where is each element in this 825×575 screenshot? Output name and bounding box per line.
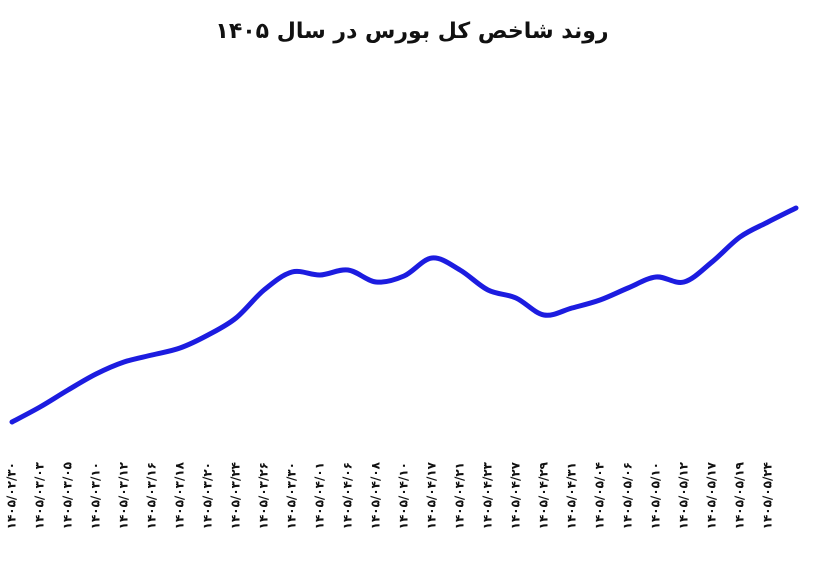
- x-tick-label: ۱۴۰۵/۰۵/۰۴: [593, 462, 607, 529]
- x-tick-label: ۱۴۰۵/۰۳/۱۶: [145, 462, 159, 529]
- x-tick-label: ۱۴۰۵/۰۵/۱۲: [677, 461, 691, 529]
- x-tick-label: ۱۴۰۵/۰۴/۲۹: [537, 461, 551, 529]
- x-tick-label: ۱۴۰۵/۰۳/۰۳: [33, 461, 47, 529]
- line: [9, 205, 799, 425]
- x-tick-label: ۱۴۰۵/۰۴/۲۷: [509, 461, 523, 529]
- x-tick-label: ۱۴۰۵/۰۳/۱۰: [89, 462, 103, 529]
- x-tick-label: ۱۴۰۵/۰۳/۳۰: [285, 462, 299, 529]
- x-tick-label: ۱۴۰۵/۰۵/۲۴: [761, 462, 775, 529]
- x-tick-label: ۱۴۰۵/۰۴/۱۷: [425, 461, 439, 529]
- x-tick-label: ۱۴۰۵/۰۴/۱۰: [397, 462, 411, 529]
- x-tick-label: ۱۴۰۵/۰۲/۳۰: [5, 462, 19, 529]
- x-tick-label: ۱۴۰۵/۰۴/۲۳: [481, 461, 495, 529]
- x-tick-label: ۱۴۰۵/۰۵/۱۷: [705, 461, 719, 529]
- x-tick-label: ۱۴۰۵/۰۳/۱۸: [173, 461, 187, 529]
- x-tick-label: ۱۴۰۵/۰۴/۳۱: [565, 462, 579, 529]
- x-tick-label: ۱۴۰۵/۰۳/۱۲: [117, 461, 131, 529]
- x-tick-label: ۱۴۰۵/۰۳/۰۵: [61, 462, 75, 529]
- x-tick-label: ۱۴۰۵/۰۵/۰۶: [621, 462, 635, 529]
- x-tick-label: ۱۴۰۵/۰۵/۱۰: [649, 462, 663, 529]
- x-tick-label: ۱۴۰۵/۰۴/۰۱: [313, 462, 327, 529]
- chart-title: روند شاخص کل بورس در سال ۱۴۰۵: [215, 19, 608, 44]
- x-tick-label: ۱۴۰۵/۰۳/۲۴: [229, 462, 243, 529]
- x-tick-label: ۱۴۰۵/۰۵/۱۹: [733, 461, 747, 529]
- x-tick-label: ۱۴۰۵/۰۳/۲۰: [201, 462, 215, 529]
- x-tick-label: ۱۴۰۵/۰۴/۰۸: [369, 461, 383, 529]
- x-tick-label: ۱۴۰۵/۰۳/۲۶: [257, 462, 271, 529]
- x-tick-label: ۱۴۰۵/۰۴/۰۶: [341, 462, 355, 529]
- x-tick-label: ۱۴۰۵/۰۴/۲۱: [453, 462, 467, 529]
